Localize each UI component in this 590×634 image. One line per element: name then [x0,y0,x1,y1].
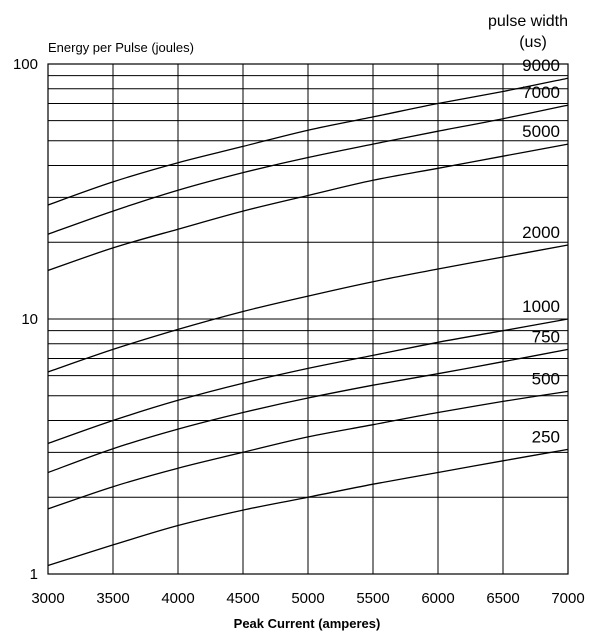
x-tick-label: 5500 [356,590,389,607]
curve-pw-5000 [47,143,569,272]
legend-title-line2: (us) [519,34,547,51]
x-axis-label: Peak Current (amperes) [234,616,381,631]
legend-title-line1: pulse width [488,13,568,30]
x-tick-label: 3500 [96,590,129,607]
x-tick-label: 6000 [421,590,454,607]
curve-label-9000: 9000 [522,56,560,75]
curve-group [47,77,569,567]
y-axis-label: Energy per Pulse (joules) [48,40,194,55]
label-group: 3000 3500 4000 4500 5000 5500 6000 6500 7000 1 10 1… [13,56,585,607]
x-tick-label: 6500 [486,590,519,607]
y-tick-label: 100 [13,56,38,73]
curve-label-7000: 7000 [522,83,560,102]
curve-pw-250 [47,448,569,567]
curve-pw-9000 [47,77,569,206]
curve-label-5000: 5000 [522,122,560,141]
curve-label-750: 750 [532,327,560,346]
y-tick-label: 1 [30,566,38,583]
curve-label-2000: 2000 [522,223,560,242]
curve-pw-7000 [47,104,569,235]
curve-pw-2000 [47,244,569,373]
curve-label-1000: 1000 [522,297,560,316]
x-tick-label: 4500 [226,590,259,607]
curve-label-500: 500 [532,369,560,388]
x-tick-label: 4000 [161,590,194,607]
x-tick-label: 5000 [291,590,324,607]
x-tick-label: 3000 [31,590,64,607]
grid [47,63,569,575]
curve-pw-1000 [47,318,569,445]
curve-pw-750 [47,348,569,474]
curve-label-250: 250 [532,427,560,446]
curve-pw-500 [47,390,569,510]
x-tick-label: 7000 [551,590,584,607]
y-tick-label: 10 [21,311,38,328]
